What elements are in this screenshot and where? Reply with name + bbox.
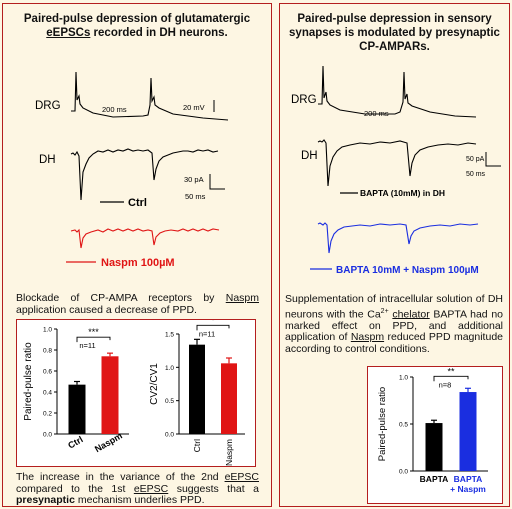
ppr-ctrl-naspm-y-tick-label: 0.6 [43, 369, 52, 376]
ppr-bapta-significance-stars: ** [447, 367, 455, 376]
right-scale-time1: 200 ms [364, 109, 389, 118]
left-scale-volt: 20 mV [183, 103, 205, 112]
ppr-ctrl-naspm-y-tick-label: 0.4 [43, 390, 52, 397]
cv-ctrl-naspm-y-tick-label: 0.5 [165, 398, 174, 405]
right-current-scalebar [485, 152, 501, 167]
cv-ctrl-naspm-significance-stars: * [211, 320, 215, 325]
ppr-ctrl-naspm-bar [68, 384, 86, 434]
left-current-scalebar [209, 174, 225, 190]
ppr-bapta-category-label: BAPTA [420, 474, 449, 484]
left-p2-text-b: compared to the 1st [16, 482, 134, 495]
right-drg-label: DRG [291, 94, 317, 106]
left-p1-text-a: Blockade of CP-AMPA receptors by [16, 292, 226, 304]
ppr-bapta-y-tick-label: 1.0 [399, 375, 408, 382]
cv-ctrl-naspm-y-tick-label: 0.0 [165, 432, 174, 439]
ppr-bapta-significance-bracket [433, 375, 469, 382]
left-paragraph-2: The increase in the variance of the 2nd … [16, 471, 259, 507]
cv-ctrl-naspm-y-tick-label: 1.5 [165, 332, 174, 339]
left-title-rest: recorded in DH neurons. [90, 27, 228, 39]
ppr-ctrl-naspm-bar [101, 356, 119, 434]
cv-ctrl-naspm-n-label: n=11 [199, 329, 215, 338]
left-title-line2: eEPSCs recorded in DH neurons. [3, 26, 271, 40]
left-panel: Paired-pulse depression of glutamatergic… [2, 3, 272, 507]
ppr-bapta-bar [425, 423, 443, 471]
right-p-sup: 2+ [380, 307, 389, 315]
right-scale-current: 50 pA [466, 156, 485, 163]
left-scale-current: 30 pA [184, 175, 204, 184]
right-p-text-b: BAPTA had no marked effect on PPD, and a… [285, 308, 503, 343]
right-p-text-c: reduced PPD magnitude according to contr… [285, 331, 503, 355]
right-title: Paired-pulse depression in sensory synap… [280, 12, 509, 54]
right-panel: Paired-pulse depression in sensory synap… [279, 3, 510, 507]
left-paragraph-1: Blockade of CP-AMPA receptors by Naspm a… [16, 292, 259, 316]
left-p2-epsc-2: eEPSC [133, 482, 169, 495]
left-p2-epsc-1: eEPSC [224, 471, 259, 483]
left-naspm-legend-label: Naspm 100µM [101, 257, 175, 269]
cv-ctrl-naspm-bar [221, 363, 237, 434]
left-dh-trace [70, 148, 219, 201]
right-title-line3: CP-AMPARs. [359, 41, 430, 53]
left-charts-inset: 0.0 0.2 0.4 0.6 0.8 1.0 Paired-pulse ratio Ctrl… [16, 315, 256, 467]
right-title-line1: Paired-pulse depression in sensory [297, 13, 492, 25]
left-drg-label: DRG [35, 100, 61, 112]
ppr-bapta-n-label: n=8 [439, 380, 452, 389]
left-scale-time2: 50 ms [185, 192, 206, 201]
left-p2-text-d: mechanism underlies PPD. [74, 494, 205, 506]
ppr-ctrl-naspm-y-tick-label: 0.2 [43, 411, 52, 418]
left-drg-trace [71, 71, 229, 121]
cv-ctrl-naspm-category-label: Ctrl [192, 439, 202, 452]
left-p1-naspm: Naspm [225, 292, 259, 304]
right-scale-time2: 50 ms [466, 171, 486, 178]
left-title-line1: Paired-pulse depression of glutamatergic [23, 13, 251, 25]
right-title-line2: synapses is modulated by presynaptic [289, 27, 500, 39]
cv-ctrl-naspm-y-tick-label: 1.0 [165, 365, 174, 372]
ppr-bapta-bar [459, 392, 477, 471]
right-p-text-a: Supplementation of intracellular solutio… [285, 293, 503, 320]
ppr-bapta-category-label: BAPTA [454, 474, 483, 484]
ppr-ctrl-naspm-y-tick-label: 0.8 [43, 348, 52, 355]
cv-ctrl-naspm-significance-bracket [196, 324, 230, 331]
ppr-ctrl-naspm-n-label: n=11 [79, 341, 95, 350]
ppr-ctrl-naspm-y-tick-label: 1.0 [43, 327, 52, 334]
ppr-ctrl-naspm-significance-bracket [76, 336, 111, 343]
right-p-chelator: chelator [392, 308, 430, 320]
ppr-bapta-y-axis-label: Paired-pulse ratio [377, 387, 388, 461]
right-paragraph: Supplementation of intracellular solutio… [285, 293, 503, 355]
right-dh-label: DH [301, 150, 318, 162]
ppr-bapta-y-tick-label: 0.0 [399, 469, 408, 476]
right-chart-inset: 0.0 0.5 1.0 Paired-pulse ratio BAPTA BAPTA + N… [367, 366, 503, 504]
ppr-bapta-y-tick-label: 0.5 [399, 422, 408, 429]
right-drg-trace [318, 65, 477, 118]
left-p2-text-c: suggests that a [168, 482, 259, 495]
cv-ctrl-naspm-y-axis-label: CV2/CV1 [149, 363, 160, 405]
left-ctrl-legend-label: Ctrl [128, 197, 147, 209]
right-bapta-naspm-legend-label: BAPTA 10mM + Naspm 100µM [336, 265, 479, 276]
ppr-ctrl-naspm-y-axis-label: Paired-pulse ratio [23, 342, 34, 421]
left-title: Paired-pulse depression of glutamatergic… [3, 12, 271, 40]
right-ppr-chart: 0.0 0.5 1.0 Paired-pulse ratio BAPTA BAPTA+ N… [377, 366, 488, 494]
ppr-ctrl-naspm-significance-stars: *** [88, 327, 99, 337]
ppr-ctrl-naspm-y-tick-label: 0.0 [43, 432, 52, 439]
right-bapta-legend-label: BAPTA (10mM) in DH [360, 188, 445, 198]
cv-ctrl-naspm-bar [189, 344, 205, 434]
left-p2-text-a: The increase in the variance of the 2nd [16, 471, 225, 483]
right-traces-figure: DRG DH 200 ms 50 pA 50 ms BAPTA (10mM) i… [291, 65, 501, 276]
right-bapta-naspm-trace [317, 222, 479, 254]
ppr-ctrl-naspm-category-label: Ctrl [66, 434, 84, 450]
left-naspm-trace [70, 228, 220, 249]
ppr-bapta-category-label: + Naspm [450, 484, 486, 494]
left-p1-text-b: application caused a decrease of PPD. [16, 303, 197, 316]
cv-ctrl-naspm-category-label: Naspm [224, 439, 234, 466]
left-title-epscs: eEPSCs [46, 27, 91, 39]
left-dh-label: DH [39, 154, 56, 166]
left-ppr-chart: 0.0 0.2 0.4 0.6 0.8 1.0 Paired-pulse ratio Ctrl… [23, 315, 245, 466]
left-p2-presynaptic: presynaptic [16, 494, 75, 506]
left-traces-figure: DRG DH 200 ms 20 mV 30 pA 50 ms Ctrl Nas… [35, 71, 229, 269]
right-dh-trace [317, 139, 477, 187]
left-scale-time1: 200 ms [102, 105, 127, 114]
right-p-naspm: Naspm [350, 331, 385, 343]
